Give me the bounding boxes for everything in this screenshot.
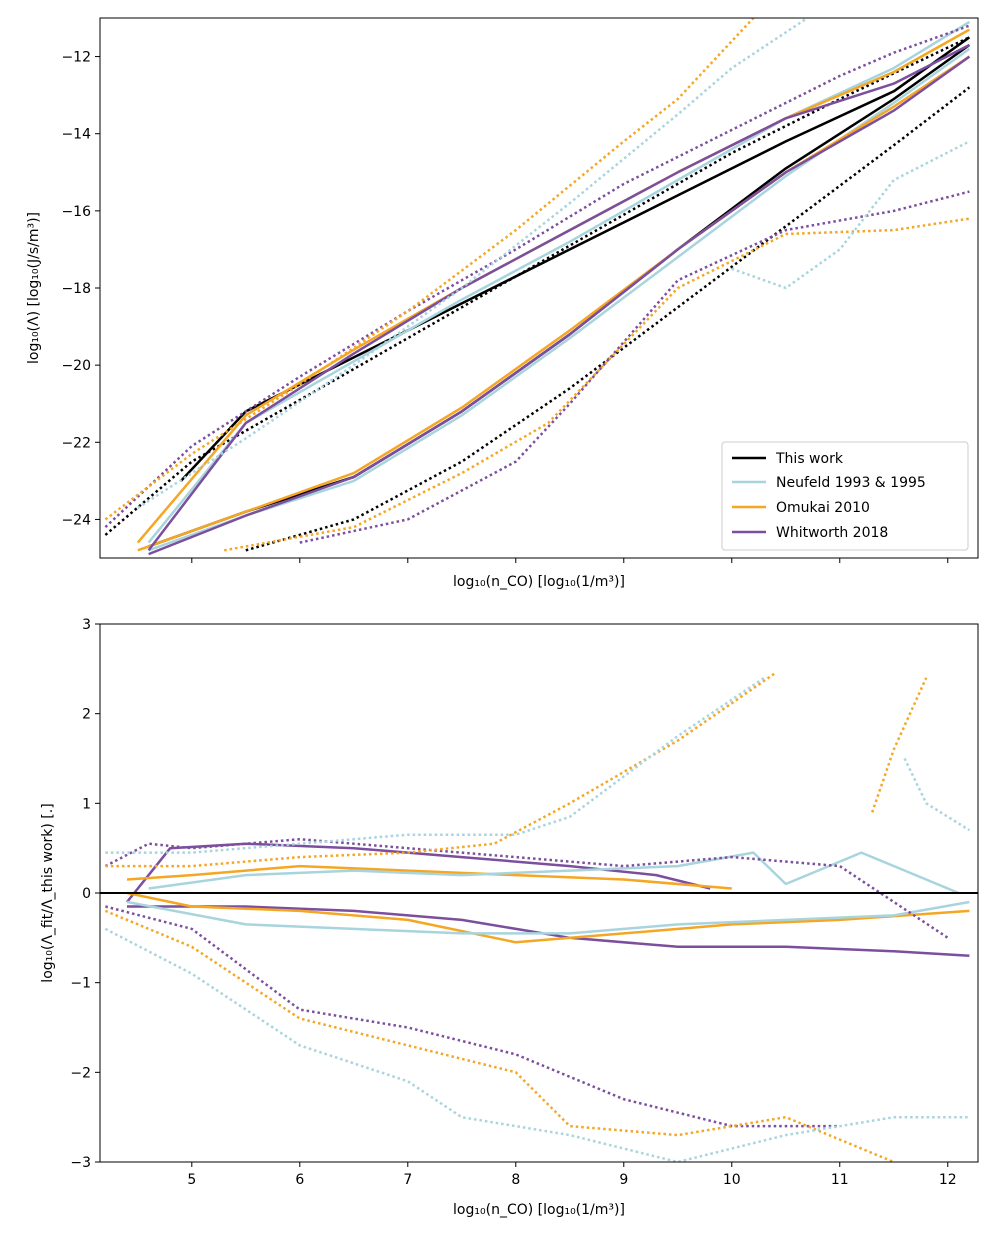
series-neufeld-1993-1995-solid-4: [148, 851, 960, 895]
ytick-label: −24: [61, 512, 91, 528]
xtick-label: 7: [403, 1172, 412, 1188]
ytick-label: −14: [61, 127, 91, 143]
series-neufeld-1993-1995-solid-4: [147, 20, 971, 544]
bottom-ylabel: log₁₀(Λ_fit/Λ_this work) [.]: [40, 803, 56, 982]
series-neufeld-1993-1995-dotted-12: [104, 927, 970, 1162]
ytick-label: −20: [61, 358, 91, 374]
ytick-label: −16: [61, 204, 91, 220]
legend-label-whitworth: Whitworth 2018: [776, 525, 888, 541]
xtick-label: 12: [939, 1172, 957, 1188]
legend-frame: [721, 441, 969, 551]
series-omukai-2010-solid-7: [137, 55, 971, 552]
ytick-label: 1: [82, 796, 91, 812]
ytick-label: −18: [61, 281, 91, 297]
ytick-label: −3: [70, 1155, 91, 1171]
series-omukai-2010-solid-3: [126, 891, 970, 944]
series-whitworth-2018-dotted-7: [105, 905, 840, 1128]
series-neufeld-1993-1995-solid-5: [126, 900, 970, 935]
series-omukai-2010-dotted-8: [105, 672, 776, 868]
xtick-label: 5: [187, 1172, 196, 1188]
ytick-label: 2: [82, 707, 91, 723]
top-ticks-group: −24 −22 −20 −18 −16 −14 −12: [61, 50, 949, 563]
legend: This work Neufeld 1993 & 1995 Omukai 201…: [721, 441, 969, 551]
xtick-label: 6: [295, 1172, 304, 1188]
series-whitworth-2018-solid-9: [148, 55, 971, 556]
bottom-xlabel: log₁₀(n_CO) [log₁₀(1/m³)]: [453, 1202, 625, 1218]
xtick-label: 10: [723, 1172, 741, 1188]
bottom-series-group: [104, 672, 971, 1162]
ytick-label: −22: [61, 435, 91, 451]
xtick-label: 9: [619, 1172, 628, 1188]
series-neufeld-1993-1995-dotted-11: [105, 676, 765, 854]
series-neufeld-1993-1995-dotted-15: [731, 140, 970, 290]
series-omukai-2010-solid-2: [126, 864, 732, 890]
series-omukai-2010-dotted-13: [223, 217, 970, 552]
series-whitworth-2018-solid-1: [127, 905, 970, 958]
series-omukai-2010-dotted-12: [104, 18, 755, 521]
top-series-group: [104, 18, 971, 556]
series-omukai-2010-dotted-9: [104, 909, 895, 1162]
series-neufeld-1993-1995-dotted-13: [903, 757, 971, 832]
ytick-label: 0: [82, 886, 91, 902]
top-xlabel: log₁₀(n_CO) [log₁₀(1/m³)]: [453, 574, 625, 590]
xtick-label: 11: [831, 1172, 849, 1188]
ytick-label: −1: [70, 976, 91, 992]
series-omukai-2010-dotted-10: [871, 677, 928, 813]
ytick-label: 3: [82, 617, 91, 633]
series-this-work-solid-0: [180, 36, 971, 482]
series-this-work-dotted-3: [245, 86, 971, 552]
series-this-work-dotted-2: [104, 36, 970, 536]
ytick-label: −2: [70, 1065, 91, 1081]
ytick-label: −12: [61, 50, 91, 66]
series-whitworth-2018-solid-8: [147, 43, 970, 552]
legend-label-neufeld: Neufeld 1993 & 1995: [776, 475, 926, 491]
legend-label-omukai: Omukai 2010: [776, 500, 870, 516]
top-ylabel: log₁₀(Λ) [log₁₀(J/s/m³)]: [26, 212, 42, 364]
top-panel: −24 −22 −20 −18 −16 −14 −12 log₁₀(n_CO) [log₁₀…: [26, 17, 979, 590]
series-whitworth-2018-dotted-6: [104, 837, 949, 939]
legend-label-this-work: This work: [775, 451, 844, 467]
series-neufeld-1993-1995-dotted-14: [137, 18, 809, 509]
xtick-label: 8: [511, 1172, 520, 1188]
series-whitworth-2018-dotted-10: [104, 24, 970, 529]
